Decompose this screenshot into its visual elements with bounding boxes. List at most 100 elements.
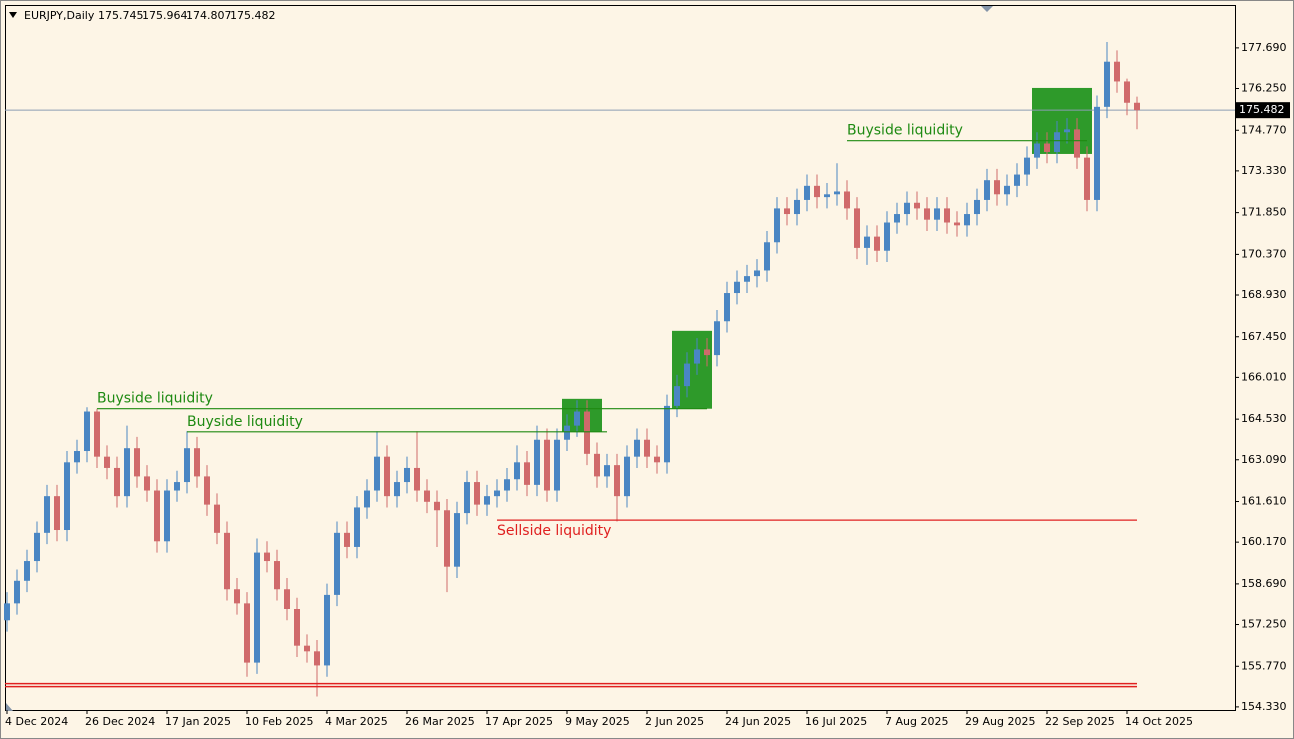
candle-body (384, 456, 390, 497)
candle-body (734, 281, 740, 294)
y-tick-label: 176.250 (1241, 82, 1287, 95)
candle-body (1074, 129, 1080, 158)
candle-body (744, 276, 750, 282)
candle-body (154, 490, 160, 542)
candle-body (184, 448, 190, 483)
candle-body (954, 222, 960, 226)
candle-body (24, 561, 30, 581)
candle-body (684, 363, 690, 387)
candle-body (104, 456, 110, 468)
candle-body (874, 236, 880, 251)
ohlc-low: 174.807 (186, 9, 232, 22)
x-tick-label: 4 Mar 2025 (325, 715, 388, 728)
x-tick-label: 4 Dec 2024 (5, 715, 68, 728)
candle-body (554, 439, 560, 491)
level-label: Buyside liquidity (847, 123, 963, 139)
candle-body (124, 448, 130, 497)
level-label: Buyside liquidity (97, 391, 213, 407)
candle-body (454, 513, 460, 567)
candle-body (1044, 143, 1050, 152)
candle-body (824, 194, 830, 198)
candle-body (884, 222, 890, 251)
candle-body (64, 462, 70, 531)
menu-arrow[interactable] (9, 12, 17, 18)
candle-body (854, 208, 860, 248)
y-tick-label: 158.690 (1241, 577, 1287, 590)
level-label: Buyside liquidity (187, 414, 303, 430)
candle-body (564, 425, 570, 440)
candle-body (1064, 129, 1070, 133)
candle-body (504, 479, 510, 491)
candle-body (1104, 61, 1110, 107)
candle-body (404, 467, 410, 483)
candle-body (614, 465, 620, 497)
zone (1032, 87, 1092, 154)
candle-body (804, 185, 810, 200)
x-tick-label: 17 Jan 2025 (165, 715, 231, 728)
candle-body (304, 645, 310, 652)
x-tick-label: 24 Jun 2025 (725, 715, 791, 728)
candle-body (864, 236, 870, 248)
candle-body (844, 191, 850, 209)
candle-body (1084, 157, 1090, 200)
candle-body (354, 507, 360, 547)
candle-body (424, 490, 430, 502)
candle-body (164, 490, 170, 542)
candle-body (944, 208, 950, 223)
y-tick-label: 173.330 (1241, 164, 1287, 177)
candle-body (594, 453, 600, 477)
candle-body (894, 214, 900, 223)
y-tick-label: 164.530 (1241, 412, 1287, 425)
y-tick-label: 167.450 (1241, 330, 1287, 343)
candle-body (264, 552, 270, 562)
x-tick-label: 29 Aug 2025 (965, 715, 1035, 728)
x-tick-label: 26 Mar 2025 (405, 715, 475, 728)
candle-body (814, 185, 820, 198)
ohlc-close: 175.482 (230, 9, 276, 22)
x-tick-label: 26 Dec 2024 (85, 715, 155, 728)
candle-body (634, 439, 640, 457)
ohlc-open: 175.745 (98, 9, 144, 22)
candle-body (764, 242, 770, 271)
candle-body (654, 456, 660, 463)
candle-body (14, 580, 20, 604)
candle-body (314, 651, 320, 666)
candle-body (1024, 157, 1030, 175)
candle-body (534, 439, 540, 485)
candle-body (254, 552, 260, 663)
shift-marker[interactable] (981, 6, 993, 12)
candle-body (234, 589, 240, 604)
candle-body (784, 208, 790, 215)
candle-body (964, 214, 970, 226)
candle-body (1124, 81, 1130, 103)
ohlc-high: 175.964 (142, 9, 188, 22)
candle-body (974, 199, 980, 215)
candle-body (204, 476, 210, 505)
candle-body (244, 603, 250, 663)
candle-body (604, 465, 610, 477)
candle-body (444, 510, 450, 567)
y-tick-label: 166.010 (1241, 370, 1287, 383)
y-tick-label: 163.090 (1241, 453, 1287, 466)
candle-body (144, 476, 150, 491)
candle-body (174, 482, 180, 491)
plot-frame (5, 5, 1236, 711)
candle-body (624, 456, 630, 497)
candle-body (194, 448, 200, 477)
y-tick-label: 171.850 (1241, 206, 1287, 219)
candle-body (674, 386, 680, 406)
candle-body (474, 482, 480, 505)
candle-body (344, 532, 350, 547)
y-tick-label: 161.610 (1241, 495, 1287, 508)
y-tick-label: 168.930 (1241, 288, 1287, 301)
price-box (1236, 102, 1290, 119)
x-tick-label: 9 May 2025 (565, 715, 630, 728)
candle-body (714, 321, 720, 356)
candle-body (54, 496, 60, 531)
candle-body (324, 594, 330, 666)
candle-body (724, 293, 730, 322)
candle-body (494, 490, 500, 497)
corner-marker (6, 703, 13, 711)
candle-body (984, 180, 990, 200)
